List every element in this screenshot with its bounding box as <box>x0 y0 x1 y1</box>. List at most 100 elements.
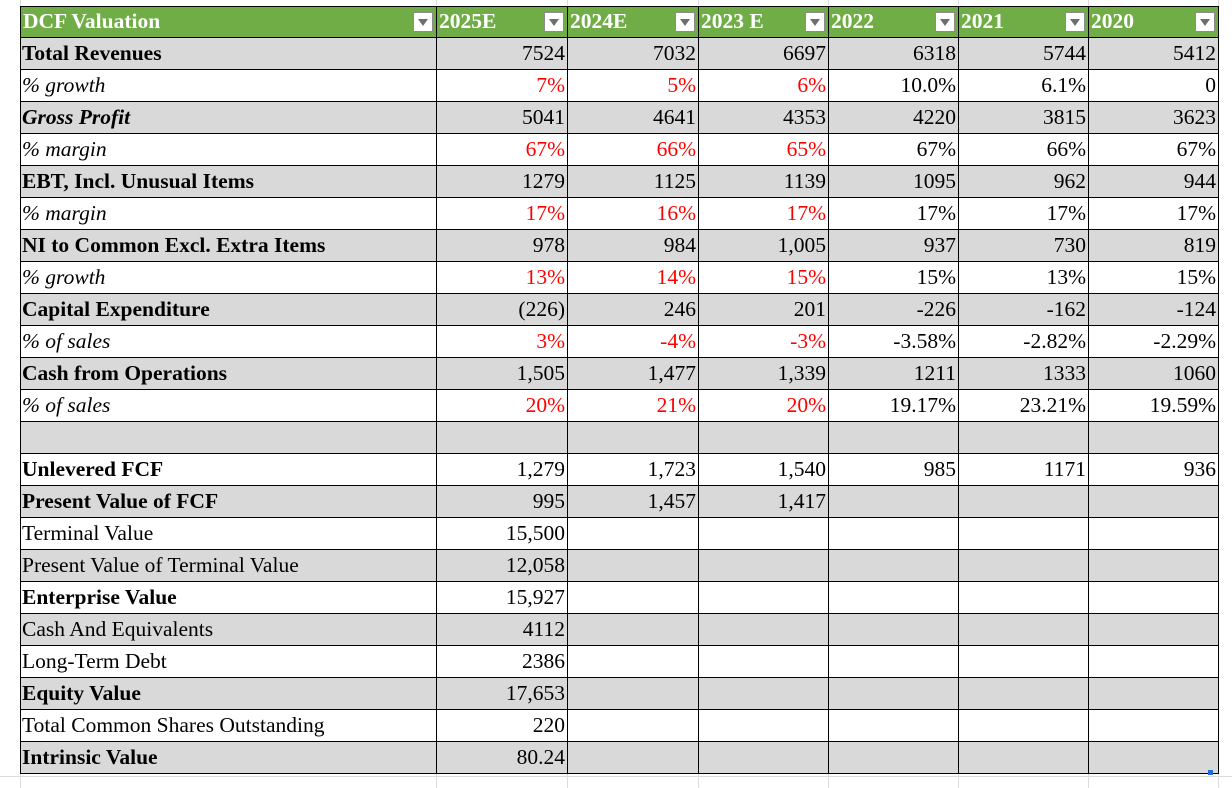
value-cell[interactable] <box>828 709 959 742</box>
value-cell[interactable]: 15% <box>698 261 829 294</box>
row-label-cell[interactable]: Total Common Shares Outstanding <box>20 709 437 742</box>
value-cell[interactable]: 1060 <box>1088 357 1219 390</box>
value-cell[interactable]: 13% <box>958 261 1089 294</box>
value-cell[interactable]: 0 <box>1088 69 1219 102</box>
value-cell[interactable]: (226) <box>436 293 568 326</box>
value-cell[interactable]: -3% <box>698 325 829 358</box>
value-cell[interactable] <box>698 517 829 550</box>
value-cell[interactable] <box>698 613 829 646</box>
value-cell[interactable] <box>567 549 699 582</box>
value-cell[interactable]: 978 <box>436 229 568 262</box>
value-cell[interactable] <box>698 645 829 678</box>
value-cell[interactable]: 17,653 <box>436 677 568 710</box>
filter-dropdown-icon[interactable] <box>1065 12 1085 32</box>
value-cell[interactable] <box>567 741 699 774</box>
value-cell[interactable]: 985 <box>828 453 959 486</box>
value-cell[interactable]: 15% <box>828 261 959 294</box>
value-cell[interactable]: 1,339 <box>698 357 829 390</box>
value-cell[interactable] <box>567 581 699 614</box>
value-cell[interactable]: 819 <box>1088 229 1219 262</box>
value-cell[interactable]: 66% <box>958 133 1089 166</box>
value-cell[interactable]: 66% <box>567 133 699 166</box>
value-cell[interactable]: 4220 <box>828 101 959 134</box>
value-cell[interactable]: 6318 <box>828 37 959 70</box>
value-cell[interactable]: 7524 <box>436 37 568 70</box>
value-cell[interactable] <box>958 741 1089 774</box>
value-cell[interactable] <box>1088 549 1219 582</box>
header-cell-dcf-valuation[interactable]: DCF Valuation <box>20 6 437 38</box>
filter-dropdown-icon[interactable] <box>1195 12 1215 32</box>
header-cell-year[interactable]: 2023 E <box>698 6 829 38</box>
value-cell[interactable]: 19.17% <box>828 389 959 422</box>
value-cell[interactable] <box>567 709 699 742</box>
row-label-cell[interactable]: Capital Expenditure <box>20 293 437 326</box>
value-cell[interactable]: 1,477 <box>567 357 699 390</box>
value-cell[interactable]: 23.21% <box>958 389 1089 422</box>
value-cell[interactable]: 7032 <box>567 37 699 70</box>
row-label-cell[interactable]: Present Value of FCF <box>20 485 437 518</box>
value-cell[interactable]: 15,927 <box>436 581 568 614</box>
value-cell[interactable]: 4353 <box>698 101 829 134</box>
value-cell[interactable] <box>828 613 959 646</box>
value-cell[interactable] <box>958 645 1089 678</box>
value-cell[interactable]: 6697 <box>698 37 829 70</box>
value-cell[interactable]: 1095 <box>828 165 959 198</box>
value-cell[interactable]: 1,417 <box>698 485 829 518</box>
value-cell[interactable]: 730 <box>958 229 1089 262</box>
value-cell[interactable]: 1333 <box>958 357 1089 390</box>
row-label-cell[interactable]: Unlevered FCF <box>20 453 437 486</box>
row-label-cell[interactable]: Total Revenues <box>20 37 437 70</box>
value-cell[interactable]: 6% <box>698 69 829 102</box>
row-label-cell[interactable]: Intrinsic Value <box>20 741 437 774</box>
row-label-cell[interactable]: % of sales <box>20 389 437 422</box>
value-cell[interactable]: 17% <box>1088 197 1219 230</box>
value-cell[interactable]: 67% <box>1088 133 1219 166</box>
value-cell[interactable] <box>567 613 699 646</box>
value-cell[interactable] <box>958 485 1089 518</box>
row-label-cell[interactable]: EBT, Incl. Unusual Items <box>20 165 437 198</box>
filter-dropdown-icon[interactable] <box>805 12 825 32</box>
value-cell[interactable] <box>1088 741 1219 774</box>
value-cell[interactable] <box>958 549 1089 582</box>
value-cell[interactable] <box>958 581 1089 614</box>
filter-dropdown-icon[interactable] <box>935 12 955 32</box>
value-cell[interactable] <box>828 645 959 678</box>
value-cell[interactable] <box>958 677 1089 710</box>
value-cell[interactable]: 246 <box>567 293 699 326</box>
value-cell[interactable]: 1125 <box>567 165 699 198</box>
value-cell[interactable] <box>567 421 699 454</box>
value-cell[interactable]: 201 <box>698 293 829 326</box>
value-cell[interactable] <box>698 677 829 710</box>
value-cell[interactable]: 21% <box>567 389 699 422</box>
value-cell[interactable] <box>958 709 1089 742</box>
value-cell[interactable]: 1,005 <box>698 229 829 262</box>
value-cell[interactable] <box>1088 517 1219 550</box>
value-cell[interactable]: 7% <box>436 69 568 102</box>
value-cell[interactable]: 65% <box>698 133 829 166</box>
value-cell[interactable] <box>1088 613 1219 646</box>
value-cell[interactable]: 5412 <box>1088 37 1219 70</box>
value-cell[interactable]: 67% <box>436 133 568 166</box>
value-cell[interactable]: 1,723 <box>567 453 699 486</box>
value-cell[interactable]: 2386 <box>436 645 568 678</box>
value-cell[interactable]: -2.82% <box>958 325 1089 358</box>
value-cell[interactable] <box>1088 709 1219 742</box>
value-cell[interactable]: 984 <box>567 229 699 262</box>
value-cell[interactable] <box>1088 485 1219 518</box>
row-label-cell[interactable]: % growth <box>20 261 437 294</box>
header-cell-year[interactable]: 2020 <box>1088 6 1219 38</box>
value-cell[interactable] <box>958 517 1089 550</box>
value-cell[interactable] <box>698 709 829 742</box>
value-cell[interactable] <box>958 613 1089 646</box>
value-cell[interactable]: 13% <box>436 261 568 294</box>
value-cell[interactable] <box>828 517 959 550</box>
value-cell[interactable]: 20% <box>436 389 568 422</box>
value-cell[interactable]: 15% <box>1088 261 1219 294</box>
value-cell[interactable]: 1211 <box>828 357 959 390</box>
fill-handle[interactable] <box>1208 770 1213 775</box>
value-cell[interactable] <box>436 421 568 454</box>
value-cell[interactable]: 936 <box>1088 453 1219 486</box>
value-cell[interactable]: -3.58% <box>828 325 959 358</box>
value-cell[interactable] <box>958 421 1089 454</box>
value-cell[interactable] <box>828 677 959 710</box>
